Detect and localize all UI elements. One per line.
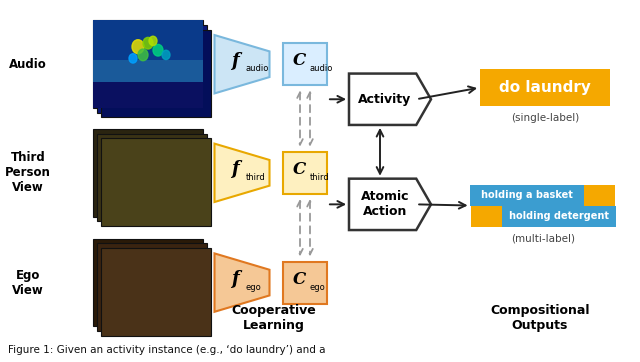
Text: f: f bbox=[231, 160, 239, 178]
Text: Audio: Audio bbox=[9, 58, 47, 71]
Circle shape bbox=[153, 45, 163, 56]
Bar bbox=[502, 206, 616, 227]
Text: (multi-label): (multi-label) bbox=[511, 233, 575, 243]
Polygon shape bbox=[214, 253, 269, 312]
Circle shape bbox=[143, 37, 153, 49]
Text: Ego
View: Ego View bbox=[12, 269, 44, 296]
Text: Atomic
Action: Atomic Action bbox=[361, 190, 409, 218]
Text: C: C bbox=[292, 270, 306, 287]
Bar bbox=[97, 134, 207, 221]
Bar bbox=[93, 129, 203, 216]
Bar bbox=[101, 30, 211, 117]
Text: audio: audio bbox=[310, 64, 333, 73]
Bar bbox=[480, 69, 610, 106]
Text: third: third bbox=[246, 173, 266, 182]
Polygon shape bbox=[349, 179, 431, 230]
Text: Third
Person
View: Third Person View bbox=[5, 151, 51, 194]
Bar bbox=[101, 248, 211, 336]
Circle shape bbox=[132, 40, 144, 54]
Polygon shape bbox=[214, 144, 269, 202]
Text: f: f bbox=[231, 52, 239, 70]
Text: Compositional
Outputs: Compositional Outputs bbox=[490, 304, 589, 332]
Circle shape bbox=[162, 50, 170, 60]
Bar bbox=[93, 20, 203, 60]
Bar bbox=[470, 206, 502, 227]
Polygon shape bbox=[349, 73, 431, 125]
Bar bbox=[584, 185, 616, 206]
Text: C: C bbox=[292, 161, 306, 178]
Bar bbox=[93, 20, 203, 108]
Circle shape bbox=[149, 36, 157, 46]
Text: do laundry: do laundry bbox=[499, 80, 591, 95]
Bar bbox=[470, 185, 584, 206]
Bar bbox=[283, 152, 327, 194]
Text: C: C bbox=[292, 52, 306, 69]
Text: Figure 1: Given an activity instance (e.g., ‘do laundry’) and a: Figure 1: Given an activity instance (e.… bbox=[8, 345, 326, 355]
Circle shape bbox=[129, 54, 137, 63]
Polygon shape bbox=[214, 35, 269, 93]
Bar bbox=[283, 262, 327, 304]
Bar bbox=[97, 25, 207, 113]
Bar bbox=[101, 138, 211, 226]
Text: ego: ego bbox=[246, 283, 262, 292]
Bar bbox=[283, 43, 327, 85]
Text: holding detergent: holding detergent bbox=[509, 211, 609, 221]
Text: third: third bbox=[310, 173, 330, 182]
Bar bbox=[93, 60, 203, 82]
Text: f: f bbox=[231, 270, 239, 288]
Text: ego: ego bbox=[310, 283, 326, 292]
Text: (single-label): (single-label) bbox=[511, 113, 579, 123]
Bar bbox=[97, 244, 207, 331]
Bar bbox=[93, 82, 203, 108]
Circle shape bbox=[138, 49, 148, 61]
Text: Cooperative
Learning: Cooperative Learning bbox=[232, 304, 316, 332]
Text: Activity: Activity bbox=[358, 93, 412, 106]
Text: holding a basket: holding a basket bbox=[481, 190, 573, 200]
Bar bbox=[93, 239, 203, 327]
Text: audio: audio bbox=[246, 64, 269, 73]
